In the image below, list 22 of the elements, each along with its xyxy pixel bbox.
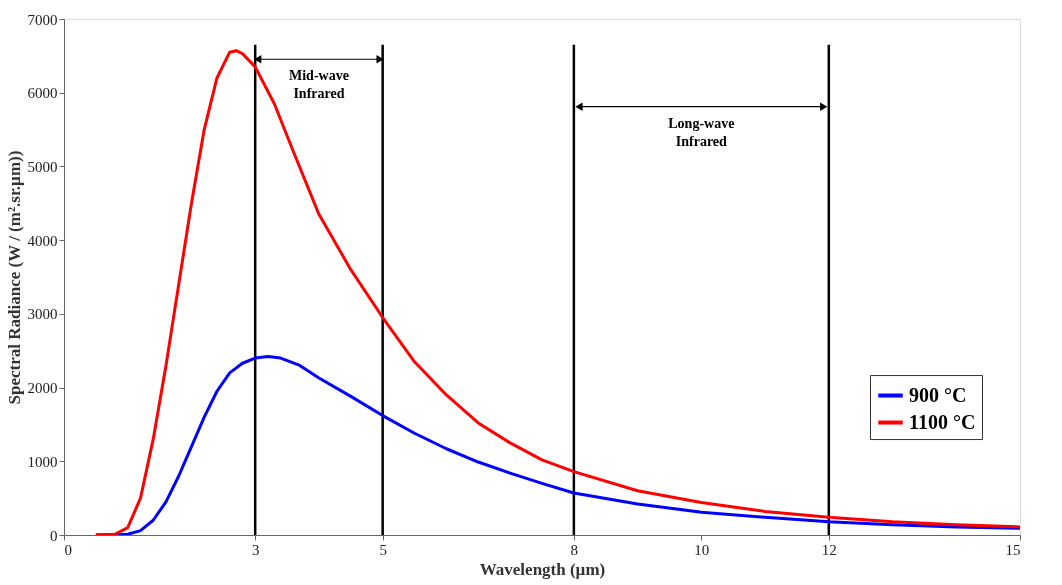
x-tick-label: 15	[1005, 541, 1021, 558]
y-tick-label: 5000	[27, 158, 58, 175]
x-tick-label: 5	[379, 541, 387, 558]
y-tick-label: 3000	[27, 306, 58, 323]
x-tick-label: 12	[821, 541, 837, 558]
y-tick-label: 2000	[27, 380, 58, 397]
x-tick-label: 8	[570, 541, 579, 558]
y-tick-label: 4000	[27, 232, 58, 249]
y-tick-label: 7000	[27, 11, 58, 28]
x-axis-title: Wavelength (µm)	[479, 559, 606, 579]
x-tick-label: 0	[64, 541, 72, 558]
y-tick-label: 1000	[27, 453, 58, 470]
annotation: Long-wave Infrared	[668, 115, 735, 149]
y-axis-title: Spectral Radiance (W / (m².sr.µm))	[4, 150, 24, 405]
legend-label: 1100 °C	[909, 410, 976, 433]
y-tick-label: 0	[50, 527, 58, 544]
x-tick-label: 3	[251, 541, 260, 558]
legend-label: 900 °C	[909, 383, 967, 406]
annotation: Mid-wave Infrared	[288, 68, 349, 102]
x-tick-label: 10	[694, 541, 710, 558]
line-series	[94, 49, 1020, 535]
y-tick-label: 6000	[27, 85, 58, 102]
